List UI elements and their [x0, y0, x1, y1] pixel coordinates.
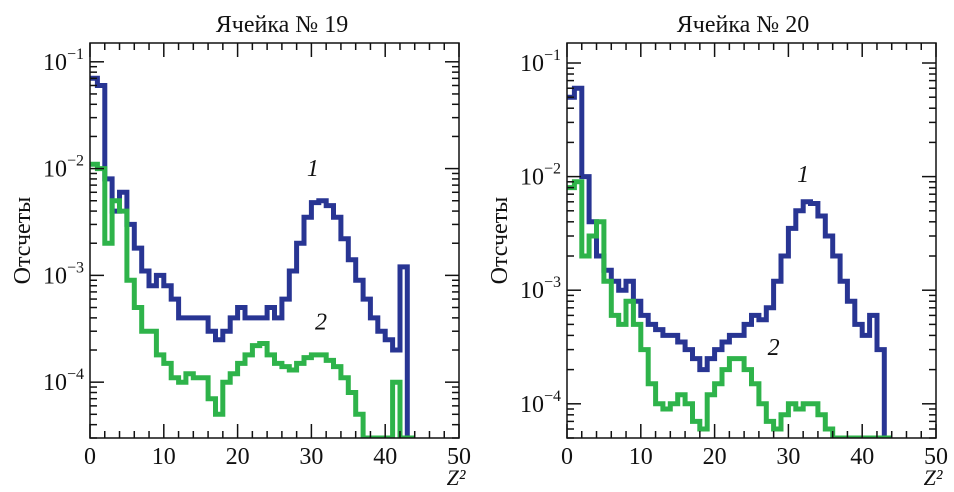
series-2-line: [567, 179, 892, 438]
y-tick-label: 10−3: [520, 274, 561, 304]
y-axis-label: Отсчеты: [10, 197, 36, 285]
y-tick-label: 10−4: [43, 366, 84, 396]
y-tick-exponent: −3: [67, 259, 84, 276]
x-tick-label: 0: [84, 444, 96, 470]
y-tick-exponent: −1: [544, 47, 561, 64]
x-axis-label: Z²: [447, 465, 466, 490]
x-tick-label: 10: [629, 444, 653, 470]
y-tick-mantissa: 10: [520, 278, 544, 304]
x-tick-label: 20: [703, 444, 727, 470]
y-tick-mantissa: 10: [520, 392, 544, 418]
y-tick-mantissa: 10: [520, 165, 544, 191]
y-tick-exponent: −2: [67, 153, 84, 170]
y-tick-label: 10−2: [43, 153, 84, 183]
y-tick-exponent: −4: [67, 366, 84, 383]
series-annotation-2: 2: [315, 310, 327, 336]
x-tick-label: 10: [152, 444, 176, 470]
y-tick-label: 10−1: [43, 46, 84, 76]
x-axis-label: Z²: [924, 465, 943, 490]
y-tick-mantissa: 10: [43, 370, 67, 396]
y-tick-mantissa: 10: [520, 51, 544, 77]
plot-frame: [89, 42, 460, 439]
x-tick-label: 40: [850, 444, 874, 470]
y-axis-label: Отсчеты: [487, 197, 513, 285]
series-annotation-1: 1: [307, 156, 319, 182]
series-1-line: [90, 75, 415, 438]
y-tick-mantissa: 10: [43, 50, 67, 76]
x-tick-label: 40: [373, 444, 397, 470]
series-1-line: [567, 85, 892, 438]
y-tick-mantissa: 10: [43, 263, 67, 289]
series-annotation-1: 1: [797, 162, 809, 188]
x-tick-label: 20: [226, 444, 250, 470]
y-tick-exponent: −3: [544, 274, 561, 291]
series-2-line: [90, 161, 415, 438]
series-annotation-2: 2: [768, 335, 780, 361]
y-tick-exponent: −1: [67, 46, 84, 63]
x-tick-label: 50: [924, 444, 948, 470]
x-tick-label: 30: [776, 444, 800, 470]
y-tick-label: 10−3: [43, 259, 84, 289]
chart-title: Ячейка № 19: [216, 12, 348, 38]
y-tick-label: 10−2: [520, 161, 561, 191]
chart-title: Ячейка № 20: [677, 12, 809, 38]
x-tick-label: 30: [299, 444, 323, 470]
plot-frame: [566, 42, 937, 439]
x-tick-label: 0: [561, 444, 573, 470]
y-tick-label: 10−4: [520, 388, 561, 418]
y-tick-exponent: −2: [544, 161, 561, 178]
y-tick-label: 10−1: [520, 47, 561, 77]
y-tick-mantissa: 10: [43, 157, 67, 183]
y-tick-exponent: −4: [544, 388, 561, 405]
x-tick-label: 50: [447, 444, 471, 470]
